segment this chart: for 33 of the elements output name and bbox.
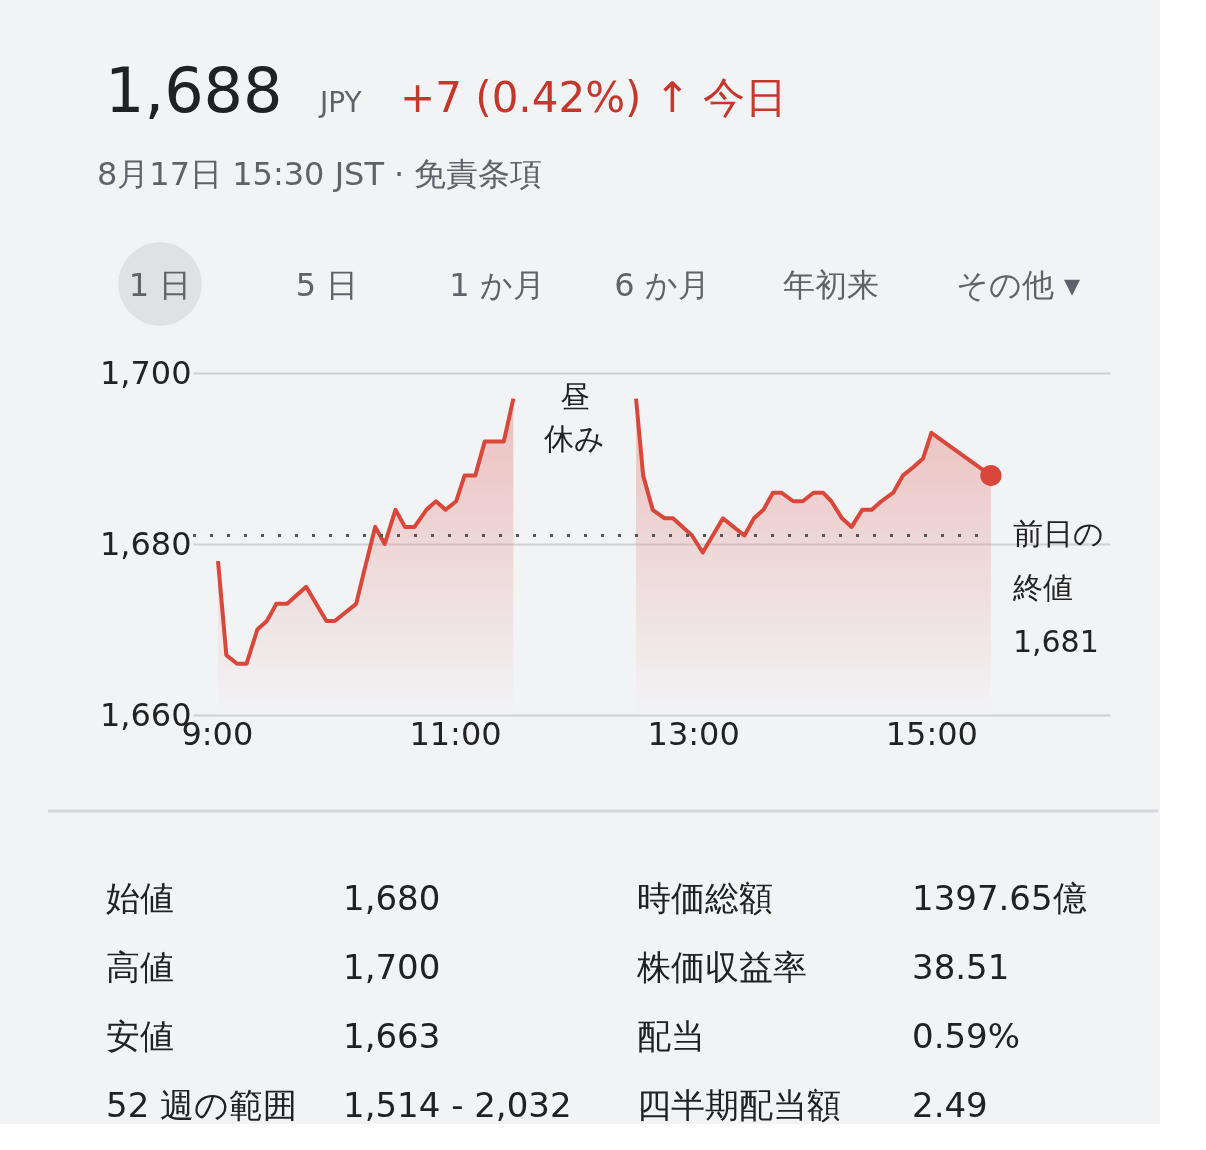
text: 52 週の範囲 (106, 1085, 298, 1125)
y-tick-label: 1,700 (99, 353, 192, 392)
x-tick-label: 15:00 (885, 714, 978, 753)
text: 始値 (106, 878, 174, 918)
text: 1,700 (343, 947, 441, 987)
text: 1,514 - 2,032 (343, 1085, 572, 1125)
text: 0.59% (912, 1016, 1021, 1056)
ref-line-label: 前日の終値 1,681 (1011, 516, 1104, 660)
chart-subtitle: 8月17日 15:30 JST · 免責条項 (97, 155, 543, 193)
text: 1 日 (128, 266, 192, 304)
text: 時価総額 (637, 878, 773, 918)
x-tick-label: 11:00 (409, 714, 502, 753)
text: 高値 (106, 947, 174, 987)
x-tick-label: 13:00 (647, 714, 740, 753)
text: 1,663 (343, 1016, 441, 1056)
text: 5 日 (295, 266, 359, 304)
text: +7 (0.42%) ↑ 今日 (400, 73, 788, 122)
annotation: 昼休み (544, 379, 606, 456)
text: 株価収益率 (636, 947, 807, 987)
y-tick-label: 1,680 (99, 524, 192, 563)
text: 安値 (106, 1016, 174, 1056)
text: 1397.65億 (912, 878, 1087, 918)
text: 配当 (637, 1016, 705, 1056)
text: その他 ▾ (955, 266, 1081, 304)
text: 1,680 (343, 878, 441, 918)
text: 38.51 (912, 947, 1010, 987)
text: JPY (318, 86, 363, 119)
chart-title: 1,688 (105, 54, 283, 127)
text: 四半期配当額 (637, 1085, 841, 1125)
text: 2.49 (912, 1085, 988, 1125)
text: 1 か月 (449, 266, 545, 304)
text: 年初来 (783, 266, 879, 304)
text: 6 か月 (614, 266, 710, 304)
